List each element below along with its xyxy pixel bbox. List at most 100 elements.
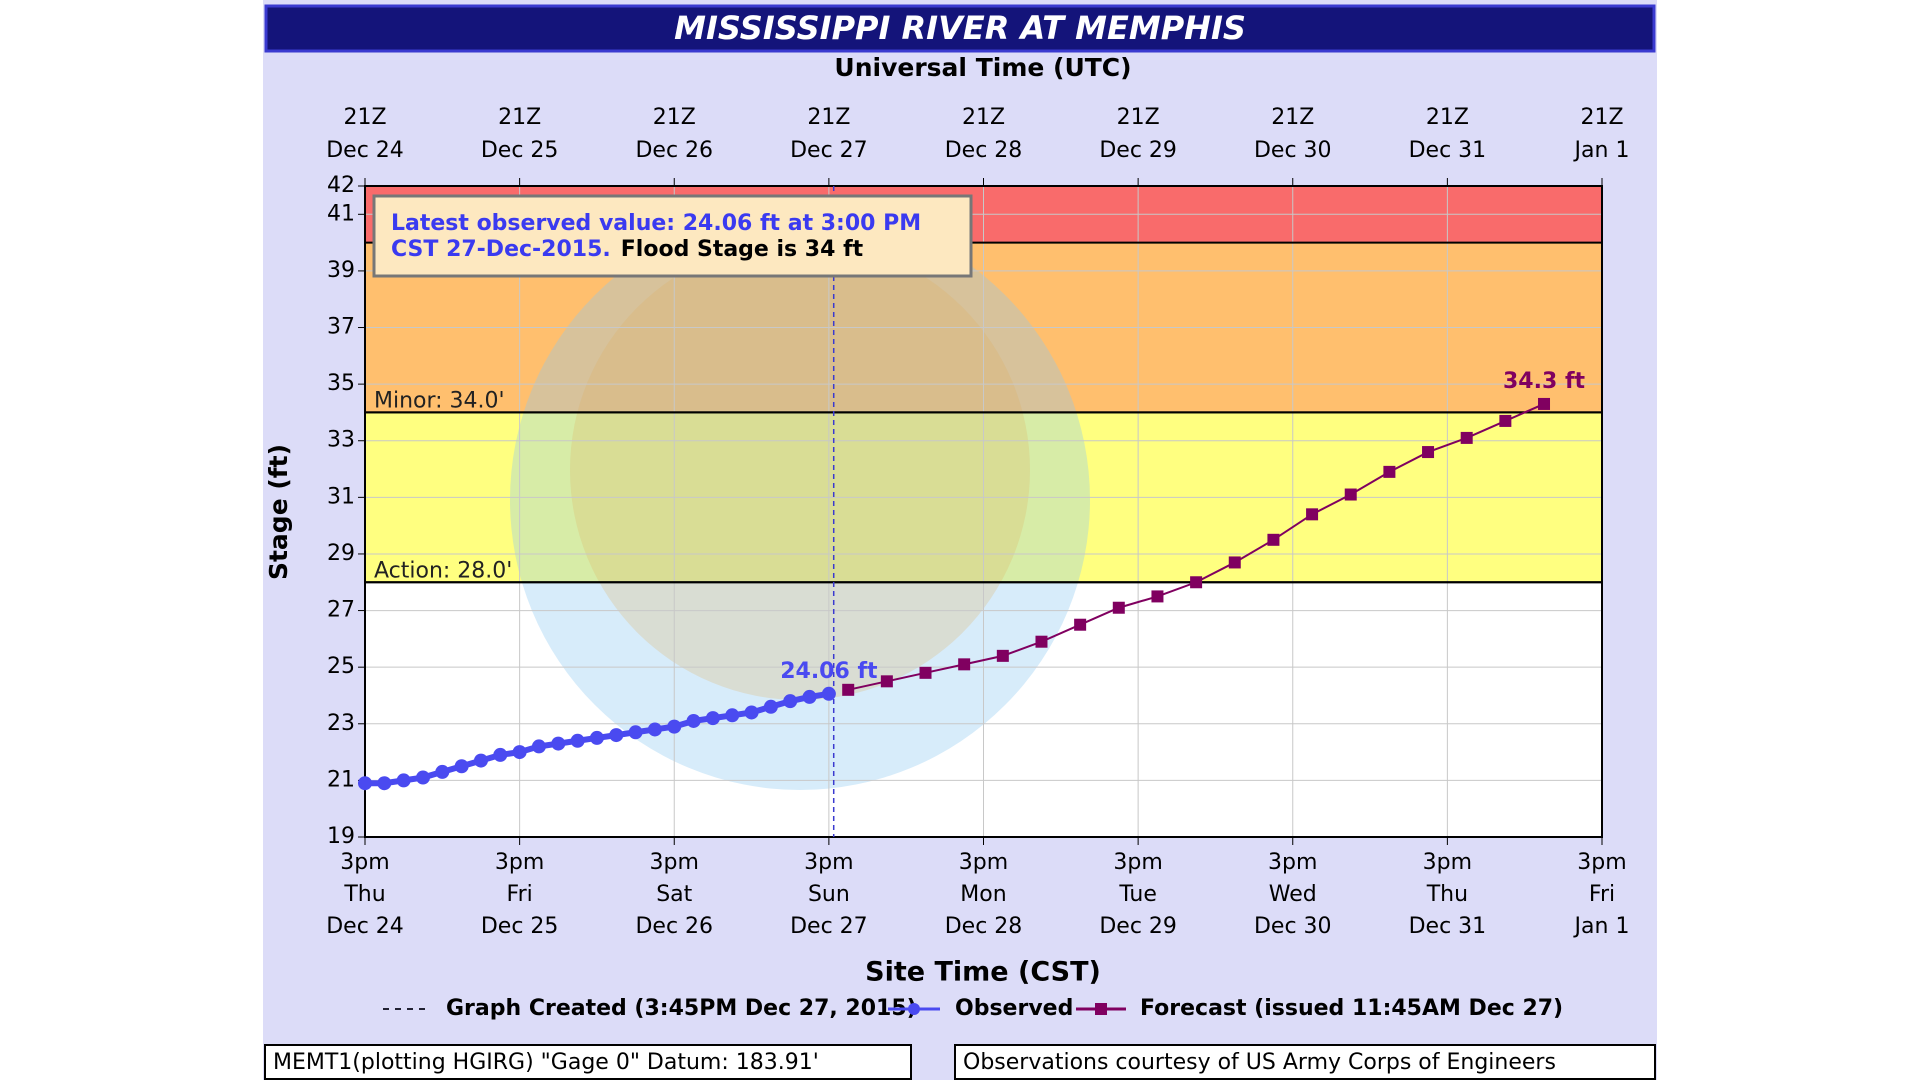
legend-created: Graph Created (3:45PM Dec 27, 2015): [446, 996, 917, 1021]
data-point: [396, 773, 411, 788]
watermark: [570, 240, 1030, 700]
data-point: [1074, 618, 1087, 631]
y-tick-label: 41: [327, 201, 355, 226]
x2-tick-label: 21Z: [1271, 105, 1314, 130]
x-tick-label: Dec 24: [326, 914, 404, 939]
x2-tick-label: 21Z: [653, 105, 696, 130]
data-point: [996, 649, 1009, 662]
data-point: [783, 694, 798, 709]
data-point: [377, 776, 392, 791]
data-point: [1228, 556, 1241, 569]
value-label: 34.3 ft: [1503, 369, 1586, 394]
x-tick-label: Sat: [656, 882, 692, 907]
x2-tick-label: Dec 29: [1099, 138, 1177, 163]
data-point: [473, 753, 488, 768]
annotation-line: CST 27-Dec-2015. Flood Stage is 34 ft: [391, 237, 864, 262]
data-point: [1344, 488, 1357, 501]
x2-tick-label: Dec 26: [635, 138, 713, 163]
data-point: [570, 733, 585, 748]
data-point: [1267, 533, 1280, 546]
x-tick-label: 3pm: [1577, 850, 1626, 875]
footer-left-box: [264, 1044, 912, 1080]
x-tick-label: Dec 26: [635, 914, 713, 939]
x-tick-label: Mon: [960, 882, 1006, 907]
x-tick-label: 3pm: [804, 850, 853, 875]
data-point: [1460, 431, 1473, 444]
x-tick-label: 3pm: [1113, 850, 1162, 875]
data-point: [628, 725, 643, 740]
plot-frame: [364, 185, 1603, 838]
x-tick-label: Wed: [1269, 882, 1317, 907]
data-point: [589, 730, 604, 745]
data-point: [802, 689, 817, 704]
y-axis-title: Stage (ft): [264, 444, 293, 580]
threshold-label: Action: 28.0': [374, 558, 512, 583]
x-tick-label: 3pm: [495, 850, 544, 875]
legend-forecast-marker: [1095, 1003, 1107, 1015]
y-tick-label: 27: [327, 598, 355, 623]
data-point: [1035, 635, 1048, 648]
data-point: [705, 711, 720, 726]
data-point: [919, 666, 932, 679]
legend-observed: Observed: [955, 996, 1073, 1021]
x2-tick-label: Jan 1: [1573, 138, 1630, 163]
x-tick-label: Thu: [1426, 882, 1468, 907]
x2-tick-label: 21Z: [1117, 105, 1160, 130]
x2-tick-label: 21Z: [498, 105, 541, 130]
x-tick-label: Sun: [808, 882, 850, 907]
x2-tick-label: Dec 31: [1409, 138, 1487, 163]
x2-tick-label: Dec 24: [326, 138, 404, 163]
data-point: [1499, 414, 1512, 427]
annotation-box: [372, 194, 973, 278]
x-tick-label: Fri: [507, 882, 533, 907]
data-point: [842, 683, 855, 696]
x-tick-label: 3pm: [1423, 850, 1472, 875]
x2-tick-label: Dec 25: [481, 138, 559, 163]
annotation-line: Latest observed value: 24.06 ft at 3:00 …: [391, 211, 921, 236]
data-point: [609, 728, 624, 743]
y-tick-label: 25: [327, 654, 355, 679]
x-tick-label: Dec 25: [481, 914, 559, 939]
x-axis-title: Site Time (CST): [865, 957, 1101, 988]
data-point: [1112, 601, 1125, 614]
x2-tick-label: Dec 27: [790, 138, 868, 163]
data-point: [1422, 446, 1435, 459]
data-point: [512, 745, 527, 760]
data-point: [647, 722, 662, 737]
x-tick-label: 3pm: [1268, 850, 1317, 875]
data-point: [725, 708, 740, 723]
footer-left: MEMT1(plotting HGIRG) "Gage 0" Datum: 18…: [273, 1050, 819, 1075]
y-tick-label: 33: [327, 428, 355, 453]
data-point: [454, 759, 469, 774]
x-tick-label: Dec 27: [790, 914, 868, 939]
data-point: [1151, 590, 1164, 603]
data-point: [531, 739, 546, 754]
data-point: [667, 719, 682, 734]
x2-axis-title: Universal Time (UTC): [834, 53, 1131, 82]
y-tick-label: 29: [327, 541, 355, 566]
y-tick-label: 37: [327, 315, 355, 340]
annotation-flood-stage: Flood Stage is 34 ft: [621, 237, 864, 262]
footer-right-box: [954, 1044, 1656, 1080]
x2-tick-label: 21Z: [1426, 105, 1469, 130]
y-tick-label: 31: [327, 484, 355, 509]
chart-title: MISSISSIPPI RIVER AT MEMPHIS: [674, 9, 1246, 47]
y-tick-label: 35: [327, 371, 355, 396]
data-point: [435, 764, 450, 779]
x-tick-label: 3pm: [959, 850, 1008, 875]
x-tick-label: Dec 30: [1254, 914, 1332, 939]
data-point: [958, 658, 971, 671]
data-point: [1538, 397, 1551, 410]
plot-area: 19 21 23 25 27 29 31 33 35 37 39 41 42 3pm Thu Dec 24 3p…: [326, 105, 1629, 939]
x-tick-label: 3pm: [340, 850, 389, 875]
watermark: [510, 210, 1090, 790]
data-point: [551, 736, 566, 751]
data-point: [1190, 576, 1203, 589]
x-tick-label: Dec 31: [1409, 914, 1487, 939]
y-tick-label: 39: [327, 258, 355, 283]
data-point: [880, 675, 893, 688]
legend: Graph Created (3:45PM Dec 27, 2015) Obse…: [383, 996, 1563, 1021]
annotation-observed: CST 27-Dec-2015.: [391, 237, 611, 262]
x2-tick-label: Dec 28: [945, 138, 1023, 163]
x2-tick-label: 21Z: [807, 105, 850, 130]
